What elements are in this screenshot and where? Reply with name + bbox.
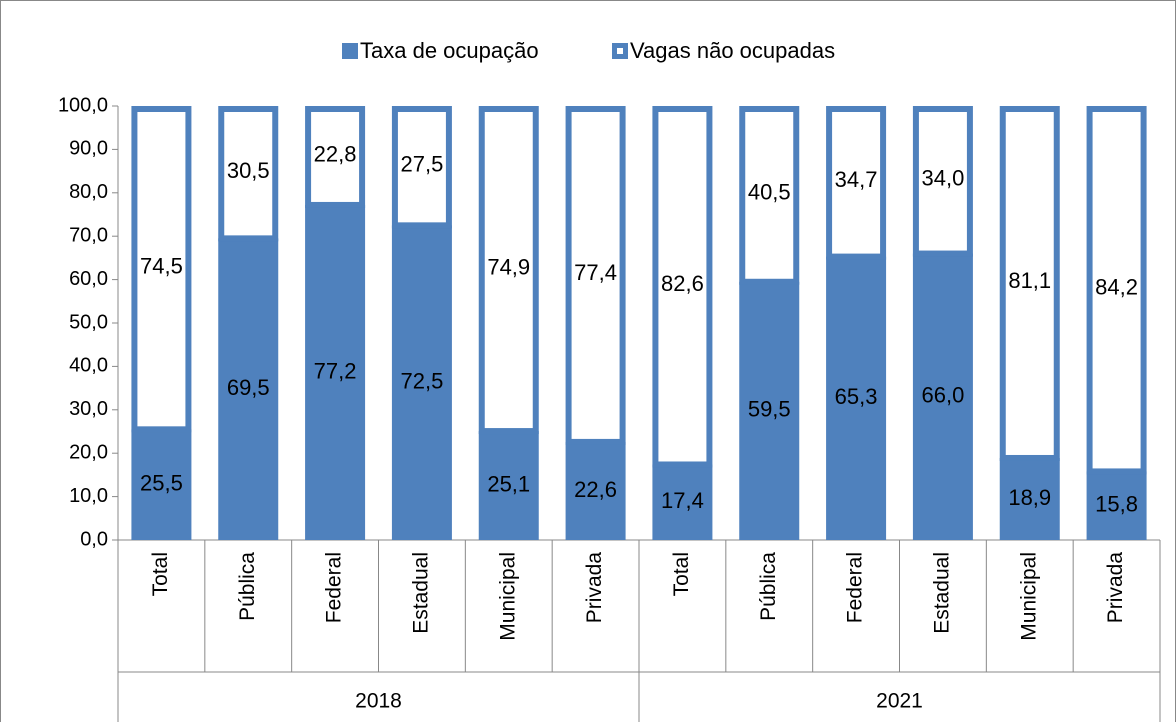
bar-segment	[1086, 471, 1147, 540]
value-label: 17,4	[661, 488, 704, 513]
value-label: 30,5	[227, 158, 270, 183]
bar-segment	[826, 106, 887, 260]
x-tick-label: Estadual	[930, 552, 953, 634]
value-label: 81,1	[1008, 268, 1051, 293]
legend-swatch-inner	[617, 48, 623, 54]
value-label: 22,6	[574, 477, 617, 502]
bar-segment	[305, 106, 366, 208]
value-label: 15,8	[1095, 492, 1138, 517]
bar-segment	[218, 106, 279, 242]
value-label: 34,7	[835, 167, 878, 192]
y-tick-label: 80,0	[69, 181, 108, 203]
x-tick-label: Pública	[236, 552, 259, 621]
bar-segment	[652, 464, 713, 540]
value-label: 65,3	[835, 384, 878, 409]
group-label: 2018	[355, 690, 402, 713]
bar-segment	[826, 256, 887, 540]
bar-segment	[565, 441, 626, 540]
value-label: 84,2	[1095, 275, 1138, 300]
bar-segment	[739, 281, 800, 540]
bar-segment	[391, 106, 452, 229]
x-tick-label: Total	[670, 552, 693, 596]
legend-swatch	[342, 43, 358, 59]
legend-label: Vagas não ocupadas	[630, 38, 835, 63]
value-label: 34,0	[922, 166, 965, 191]
bar-segment	[999, 457, 1060, 540]
bar-segment	[912, 106, 973, 257]
y-tick-label: 30,0	[69, 398, 108, 420]
value-label: 77,4	[574, 260, 617, 285]
x-tick-label: Municipal	[496, 552, 519, 641]
x-tick-label: Federal	[844, 552, 867, 623]
x-tick-label: Federal	[323, 552, 346, 623]
y-tick-label: 60,0	[69, 268, 108, 290]
y-tick-label: 40,0	[69, 355, 108, 377]
bar-segment	[305, 204, 366, 540]
bar-segment	[739, 106, 800, 285]
value-label: 74,5	[140, 253, 183, 278]
x-tick-label: Estadual	[409, 552, 432, 634]
bar-segment	[478, 106, 539, 435]
bar-segment	[565, 106, 626, 445]
value-label: 72,5	[401, 368, 444, 393]
y-tick-label: 20,0	[69, 441, 108, 463]
bar-segment	[1086, 106, 1147, 475]
value-label: 25,1	[487, 471, 530, 496]
value-label: 59,5	[748, 397, 791, 422]
x-tick-label: Municipal	[1017, 552, 1040, 641]
y-tick-label: 70,0	[69, 224, 108, 246]
value-label: 74,9	[487, 254, 530, 279]
value-label: 22,8	[314, 141, 357, 166]
bar-segment	[652, 106, 713, 468]
y-tick-label: 100,0	[58, 94, 108, 116]
value-label: 69,5	[227, 375, 270, 400]
y-tick-label: 0,0	[80, 528, 108, 550]
bar-segment	[912, 253, 973, 540]
bar-segment	[391, 225, 452, 540]
x-tick-label: Pública	[757, 552, 780, 621]
y-tick-label: 50,0	[69, 311, 108, 333]
value-label: 77,2	[314, 358, 357, 383]
bar-segment	[478, 431, 539, 540]
value-label: 82,6	[661, 271, 704, 296]
bar-segment	[131, 429, 192, 540]
legend-label: Taxa de ocupação	[360, 38, 539, 63]
value-label: 66,0	[922, 383, 965, 408]
y-tick-label: 10,0	[69, 485, 108, 507]
y-tick-label: 90,0	[69, 138, 108, 160]
bar-segment	[218, 238, 279, 540]
value-label: 18,9	[1008, 485, 1051, 510]
x-tick-label: Privada	[583, 552, 606, 624]
value-label: 40,5	[748, 180, 791, 205]
x-tick-label: Total	[149, 552, 172, 596]
bar-segment	[999, 106, 1060, 461]
x-tick-label: Privada	[1104, 552, 1127, 624]
group-label: 2021	[876, 690, 923, 713]
bar-segment	[131, 106, 192, 433]
value-label: 25,5	[140, 470, 183, 495]
value-label: 27,5	[401, 151, 444, 176]
